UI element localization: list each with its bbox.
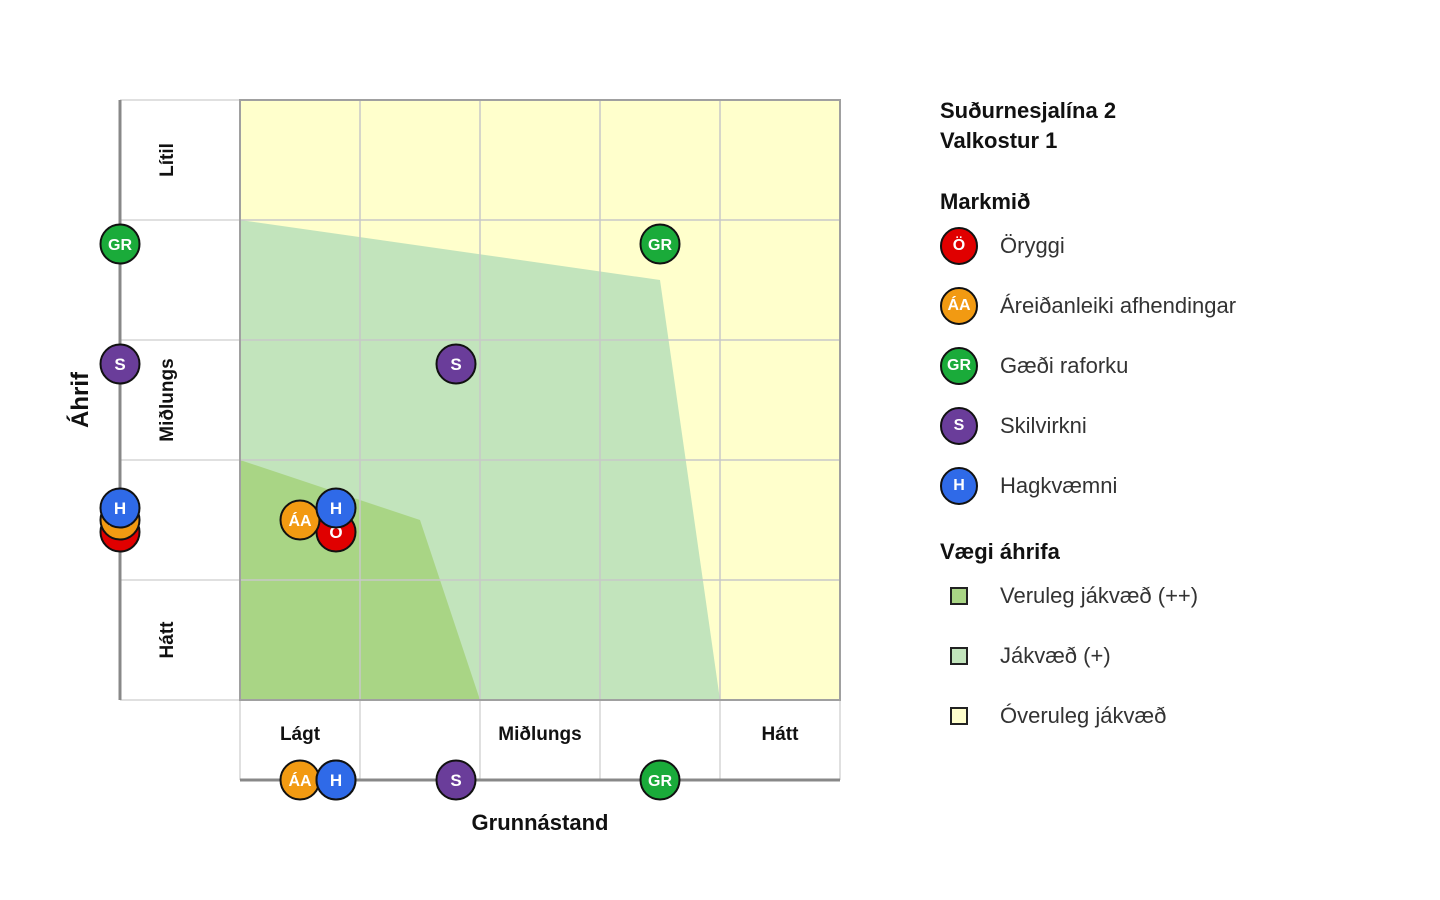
point-H: H (315, 487, 357, 529)
goal-label: Öryggi (1000, 233, 1065, 258)
x-marker-S: S (435, 759, 477, 801)
y-marker-S: S (99, 343, 141, 385)
weight-list: Veruleg jákvæð (++) Jákvæð (+) Óveruleg já… (940, 566, 1420, 746)
weight-item-2: Óveruleg jákvæð (940, 686, 1420, 746)
chart-points: ÖÁAHSGRÁAÖHSGRGRSÖÁAH (99, 223, 681, 801)
weight-label: Jákvæð (+) (1000, 643, 1111, 668)
svg-text:S: S (450, 771, 461, 790)
svg-text:GR: GR (648, 237, 672, 254)
legend: Suðurnesjalína 2 Valkostur 1 Markmið Ö Ör… (940, 96, 1420, 746)
point-S: S (435, 343, 477, 385)
svg-text:H: H (330, 499, 342, 518)
svg-text:H: H (114, 499, 126, 518)
chart-regions (240, 100, 840, 700)
svg-text:S: S (114, 355, 125, 374)
x-axis-label: Grunnástand (472, 810, 609, 835)
svg-text:GR: GR (108, 237, 132, 254)
goal-label: Áreiðanleiki afhendingar (1000, 293, 1237, 318)
goal-item-4: H Hagkvæmni (940, 456, 1420, 516)
goal-item-2: GR Gæði raforku (940, 336, 1420, 396)
legend-title-line2: Valkostur 1 (940, 128, 1058, 153)
goal-item-3: S Skilvirkni (940, 396, 1420, 456)
goal-label: Hagkvæmni (1000, 473, 1118, 498)
svg-text:ÁA: ÁA (288, 511, 312, 530)
point-GR: GR (639, 223, 681, 265)
weight-label: Óveruleg jákvæð (1000, 703, 1167, 728)
x-marker-GR: GR (639, 759, 681, 801)
svg-text:H: H (330, 771, 342, 790)
goal-label: Skilvirkni (1000, 413, 1087, 438)
weight-swatch (950, 707, 968, 725)
weight-item-1: Jákvæð (+) (940, 626, 1420, 686)
y-tick-0: Lítil (157, 143, 178, 177)
goal-item-1: ÁA Áreiðanleiki afhendingar (940, 276, 1420, 336)
y-tick-2: Miðlungs (157, 358, 178, 441)
x-tick-0: Lágt (280, 724, 321, 745)
x-tick-2: Miðlungs (498, 724, 581, 745)
weights-heading: Vægi áhrifa (940, 539, 1060, 564)
weight-label: Veruleg jákvæð (++) (1000, 583, 1199, 608)
y-marker-H: H (99, 487, 141, 529)
y-marker-GR: GR (99, 223, 141, 265)
goal-marker: H (940, 467, 978, 505)
y-axis-label: Áhrif (66, 371, 94, 428)
x-tick-4: Hátt (762, 724, 800, 745)
svg-text:GR: GR (648, 773, 672, 790)
goal-marker: ÁA (940, 287, 978, 325)
goal-marker: GR (940, 347, 978, 385)
weight-swatch (950, 587, 968, 605)
y-tick-4: Hátt (157, 621, 178, 659)
plot-border (239, 99, 841, 701)
goals-heading: Markmið (940, 189, 1031, 214)
svg-text:ÁA: ÁA (288, 771, 312, 790)
legend-title-line1: Suðurnesjalína 2 (940, 98, 1117, 123)
x-marker-ÁA: ÁA (279, 759, 321, 801)
svg-text:S: S (450, 355, 461, 374)
chart-svg: Lágt Miðlungs Hátt Lítil Miðlungs Hátt Grunnás… (66, 99, 841, 835)
goal-list: Ö Öryggi ÁA Áreiðanleiki afhendingar GR Gæði … (940, 216, 1420, 516)
weight-item-0: Veruleg jákvæð (++) (940, 566, 1420, 626)
point-ÁA: ÁA (279, 499, 321, 541)
goal-label: Gæði raforku (1000, 353, 1129, 378)
chart-grid (118, 99, 841, 782)
goal-marker: S (940, 407, 978, 445)
chart-axis-labels: Lágt Miðlungs Hátt Lítil Miðlungs Hátt Grunnás… (66, 143, 799, 835)
goal-marker: Ö (940, 227, 978, 265)
x-marker-H: H (315, 759, 357, 801)
goal-item-0: Ö Öryggi (940, 216, 1420, 276)
weight-swatch (950, 647, 968, 665)
